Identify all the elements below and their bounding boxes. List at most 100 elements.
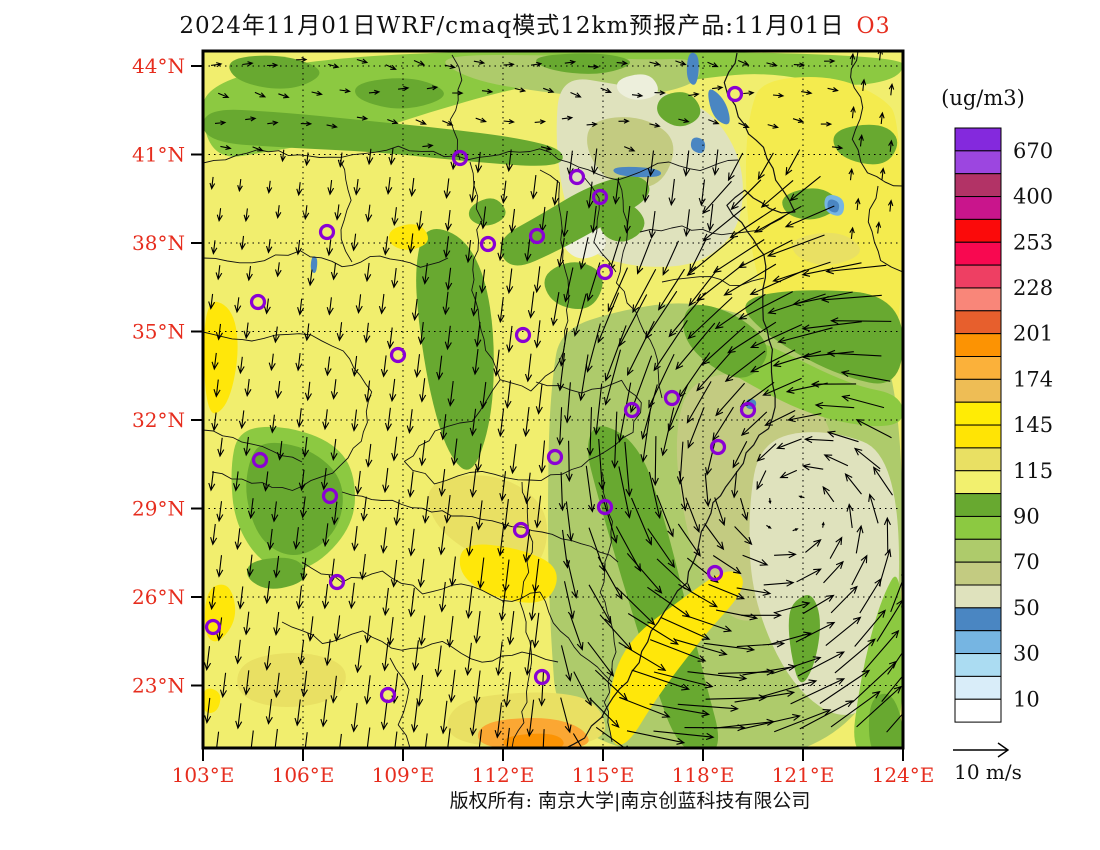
color-legend: 670 400 253 228 201 174 145 115 90 70 50 30 10 xyxy=(954,127,1053,723)
legend-cell xyxy=(954,538,1002,563)
o3-concentration-region xyxy=(708,89,730,125)
city-marker xyxy=(251,451,269,469)
legend-cell xyxy=(954,356,1002,380)
lat-tick-label: 41°N xyxy=(132,143,185,167)
legend-value-label: 670 xyxy=(1013,139,1053,163)
city-marker xyxy=(596,498,614,516)
lat-tick-label: 38°N xyxy=(132,231,185,255)
o3-concentration-region xyxy=(203,301,238,414)
o3-concentration-region xyxy=(588,426,718,748)
city-marker xyxy=(204,618,222,636)
legend-cell xyxy=(954,333,1002,357)
o3-concentration-region xyxy=(416,229,494,470)
legend-value-label: 174 xyxy=(1013,367,1053,391)
o3-concentration-region xyxy=(749,432,900,715)
city-marker xyxy=(706,564,724,582)
legend-cell xyxy=(954,241,1002,266)
lon-tick-label: 115°E xyxy=(572,763,635,787)
lat-tick-label: 35°N xyxy=(132,320,185,344)
legend-cell xyxy=(954,493,1002,517)
legend-cell xyxy=(954,218,1002,243)
legend-cell xyxy=(954,698,1002,723)
city-marker xyxy=(596,263,614,281)
legend-cell xyxy=(954,264,1002,289)
axis-labels: 44°N 41°N 38°N 35°N 32°N 29°N 26°N 23°N 103°E 106… xyxy=(132,54,934,787)
city-marker xyxy=(591,188,609,206)
city-marker xyxy=(328,573,346,591)
legend-value-label: 201 xyxy=(1013,322,1053,346)
o3-concentration-region xyxy=(657,92,701,127)
city-marker xyxy=(451,149,469,167)
legend-cell xyxy=(954,401,1002,426)
lat-tick-label: 29°N xyxy=(132,497,185,521)
wind-vectors xyxy=(203,51,903,748)
legend-cell xyxy=(954,424,1002,449)
lat-tick-label: 23°N xyxy=(132,674,185,698)
city-marker xyxy=(479,235,497,253)
o3-concentration-region xyxy=(310,256,318,274)
city-marker xyxy=(249,293,267,311)
o3-concentration-region xyxy=(690,137,706,154)
city-marker xyxy=(709,438,727,456)
lon-tick-label: 103°E xyxy=(172,763,235,787)
legend-cell xyxy=(954,584,1002,609)
city-marker xyxy=(568,168,586,186)
o3-concentration-region xyxy=(246,442,343,555)
o3-concentration-region xyxy=(616,74,658,100)
title-species: O3 xyxy=(856,14,891,39)
legend-cell xyxy=(954,607,1002,632)
o3-concentration-region xyxy=(237,653,346,707)
lat-tick-label: 44°N xyxy=(132,54,185,78)
legend-value-label: 400 xyxy=(1013,185,1053,209)
city-marker xyxy=(623,401,641,419)
legend-cell xyxy=(954,470,1002,495)
city-marker xyxy=(663,389,681,407)
lon-tick-label: 121°E xyxy=(772,763,835,787)
legend-cell xyxy=(954,515,1002,540)
o3-concentration-region xyxy=(203,109,563,166)
page-title: 2024年11月01日WRF/cmaq模式12km预报产品:11月01日 O3 xyxy=(0,6,1070,40)
legend-value-label: 228 xyxy=(1013,276,1053,300)
legend-cell xyxy=(954,653,1002,677)
legend-value-label: 30 xyxy=(1013,642,1040,666)
city-marker xyxy=(318,223,336,241)
map-frame xyxy=(201,49,905,750)
city-marker xyxy=(321,487,339,505)
legend-value-label: 90 xyxy=(1013,504,1040,528)
lon-tick-label: 109°E xyxy=(372,763,435,787)
legend-cell xyxy=(954,561,1002,586)
legend-value-label: 70 xyxy=(1013,550,1040,574)
legend-value-label: 145 xyxy=(1013,413,1053,437)
city-marker xyxy=(726,85,744,103)
legend-cell xyxy=(954,310,1002,335)
title-text: 2024年11月01日WRF/cmaq模式12km预报产品:11月01日 xyxy=(179,13,845,39)
legend-cell xyxy=(954,196,1002,220)
legend-unit-label: (ug/m3) xyxy=(941,86,1025,110)
o3-concentration-region xyxy=(203,51,903,157)
o3-concentration-region xyxy=(503,733,564,748)
lon-tick-label: 118°E xyxy=(672,763,735,787)
city-marker xyxy=(739,401,757,419)
copyright-text: 版权所有: 南京大学|南京创蓝科技有限公司 xyxy=(449,790,811,812)
lat-tick-label: 32°N xyxy=(132,408,185,432)
wind-reference-arrow xyxy=(953,742,1010,758)
legend-cell xyxy=(954,150,1002,175)
legend-cell xyxy=(954,630,1002,655)
city-marker xyxy=(514,326,532,344)
o3-concentration-region xyxy=(203,688,221,714)
o3-concentration-region xyxy=(608,571,743,745)
city-marker xyxy=(528,227,546,245)
lon-tick-label: 124°E xyxy=(872,763,935,787)
legend-cell xyxy=(954,287,1002,312)
lat-tick-label: 26°N xyxy=(132,585,185,609)
o3-concentration-region xyxy=(536,53,630,74)
legend-cell xyxy=(954,675,1002,700)
legend-cell xyxy=(954,378,1002,403)
lon-tick-label: 112°E xyxy=(472,763,535,787)
city-marker xyxy=(512,521,530,539)
legend-cell xyxy=(954,447,1002,472)
legend-cell xyxy=(954,173,1002,198)
province-boundaries xyxy=(203,51,903,748)
